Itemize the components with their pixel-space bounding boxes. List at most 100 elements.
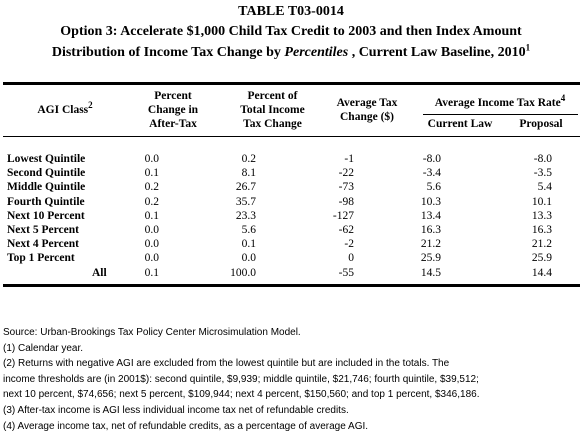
cell-proposal: 10.1 (531, 195, 552, 208)
cell-pct-total: 26.7 (235, 181, 256, 194)
note-2: (2) Returns with negative AGI are exclud… (3, 358, 450, 370)
subtitle-prefix: Distribution of Income Tax Change by (51, 45, 285, 60)
table-title-block: TABLE T03-0014 Option 3: Accelerate $1,0… (0, 3, 582, 63)
cell-pct-after-tax: 0.2 (144, 181, 159, 194)
cell-avg-change: -127 (332, 209, 354, 222)
cell-proposal: 13.3 (531, 209, 552, 222)
subtitle-suffix: , Current Law Baseline, 2010 (348, 45, 526, 60)
table-row: Next 5 Percent 0.0 5.6 -62 16.3 16.3 (0, 223, 582, 237)
cell-current-law: 16.3 (420, 223, 441, 236)
cell-proposal: 14.4 (531, 266, 552, 279)
cell-proposal: 16.3 (531, 223, 552, 236)
cell-proposal: 5.4 (537, 181, 552, 194)
cell-current-law: 13.4 (420, 209, 441, 222)
header-line: Change in (147, 104, 199, 116)
header-line: Total Income (240, 104, 305, 116)
cell-current-law: 5.6 (426, 181, 441, 194)
cell-avg-change: 0 (348, 252, 354, 265)
header-bottom-rule (3, 136, 580, 137)
row-label: Second Quintile (7, 167, 86, 180)
table-title: Option 3: Accelerate $1,000 Child Tax Cr… (60, 24, 522, 39)
subtitle-italic: Percentiles (284, 45, 349, 60)
cell-current-law: -8.0 (422, 153, 441, 165)
header-avg-rate-underline (423, 114, 578, 115)
cell-avg-change: -62 (338, 223, 354, 236)
cell-avg-change: -2 (344, 238, 354, 251)
row-label: All (92, 266, 107, 279)
cell-current-law: 21.2 (420, 238, 441, 251)
cell-pct-after-tax: 0.0 (144, 153, 159, 165)
table-bottom-rule (3, 284, 580, 287)
cell-pct-after-tax: 0.0 (144, 238, 159, 251)
header-line: Average Tax (336, 97, 398, 109)
cell-pct-after-tax: 0.1 (144, 209, 159, 222)
cell-proposal: -3.5 (533, 167, 552, 180)
cell-pct-after-tax: 0.2 (144, 195, 159, 208)
cell-current-law: 10.3 (420, 195, 441, 208)
header-avg-income-tax-rate: Average Income Tax Rate4 (420, 93, 580, 110)
header-line: After-Tax (149, 118, 197, 130)
table-row: Top 1 Percent 0.0 0.0 0 25.9 25.9 (0, 251, 582, 265)
table-row: Fourth Quintile 0.2 35.7 -98 10.3 10.1 (0, 195, 582, 209)
header-agi-class: AGI Class2 (5, 100, 125, 117)
cell-current-law: -3.4 (422, 167, 441, 180)
header-line: Change ($) (340, 111, 394, 123)
row-label: Top 1 Percent (7, 252, 75, 265)
table-row: Next 4 Percent 0.0 0.1 -2 21.2 21.2 (0, 237, 582, 251)
subtitle-footnote-marker: 1 (525, 42, 531, 53)
cell-pct-total: 100.0 (230, 266, 256, 279)
row-label: Fourth Quintile (7, 195, 85, 208)
row-label: Next 5 Percent (7, 223, 79, 236)
note-4: (4) Average income tax, net of refundabl… (3, 420, 369, 432)
cell-proposal: 25.9 (531, 252, 552, 265)
header-agi-class-label: AGI Class (37, 104, 89, 116)
row-label: Middle Quintile (7, 181, 86, 194)
header-line: Tax Change (243, 118, 302, 130)
cell-pct-total: 0.1 (241, 238, 256, 251)
table-row-total: All 0.1 100.0 -55 14.5 14.4 (0, 266, 582, 280)
header-current-law: Current Law (427, 118, 493, 130)
cell-pct-total: 5.6 (241, 223, 256, 236)
table-number: TABLE T03-0014 (238, 4, 344, 19)
cell-avg-change: -98 (338, 195, 354, 208)
cell-avg-change: -55 (338, 266, 354, 279)
cell-current-law: 14.5 (420, 266, 441, 279)
cell-pct-total: 23.3 (235, 209, 256, 222)
cell-current-law: 25.9 (420, 252, 441, 265)
header-line: Percent (154, 90, 192, 102)
header-avg-rate-footnote-marker: 4 (560, 93, 566, 104)
row-label: Lowest Quintile (7, 153, 86, 165)
header-avg-tax-change: Average Tax Change ($) (322, 96, 412, 124)
cell-avg-change: -73 (338, 181, 354, 194)
table-row: Second Quintile 0.1 8.1 -22 -3.4 -3.5 (0, 166, 582, 180)
row-label: Next 4 Percent (7, 238, 79, 251)
header-pct-change-after-tax: Percent Change in After-Tax (128, 89, 218, 131)
header-top-rule (3, 82, 580, 85)
cell-pct-after-tax: 0.0 (144, 252, 159, 265)
table-row: Middle Quintile 0.2 26.7 -73 5.6 5.4 (0, 180, 582, 194)
header-agi-footnote-marker: 2 (88, 100, 93, 111)
cell-pct-total: 8.1 (241, 167, 256, 180)
note-1: (1) Calendar year. (3, 342, 84, 354)
cell-pct-after-tax: 0.1 (144, 266, 159, 279)
cell-pct-after-tax: 0.0 (144, 223, 159, 236)
cell-proposal: -8.0 (533, 153, 552, 165)
table-row: Lowest Quintile 0.0 0.2 -1 -8.0 -8.0 (0, 152, 582, 166)
table-subtitle: Distribution of Income Tax Change by Per… (0, 42, 582, 63)
note-source: Source: Urban-Brookings Tax Policy Cente… (3, 327, 301, 338)
note-2-cont: income thresholds are (in 2001$): second… (3, 373, 479, 385)
table-body: Lowest Quintile 0.0 0.2 -1 -8.0 -8.0 Sec… (0, 152, 582, 280)
table-notes: Source: Urban-Brookings Tax Policy Cente… (3, 325, 580, 434)
header-line: Percent of (247, 90, 298, 102)
header-pct-total-change: Percent of Total Income Tax Change (225, 89, 320, 131)
note-2-cont: next 10 percent, $74,656; next 5 percent… (3, 389, 480, 401)
note-3: (3) After-tax income is AGI less individ… (3, 404, 349, 416)
cell-avg-change: -22 (338, 167, 354, 180)
cell-pct-total: 0.0 (241, 252, 256, 265)
cell-pct-after-tax: 0.1 (144, 167, 159, 180)
cell-pct-total: 0.2 (241, 153, 256, 165)
table-row: Next 10 Percent 0.1 23.3 -127 13.4 13.3 (0, 209, 582, 223)
cell-pct-total: 35.7 (235, 195, 256, 208)
row-label: Next 10 Percent (7, 209, 85, 222)
